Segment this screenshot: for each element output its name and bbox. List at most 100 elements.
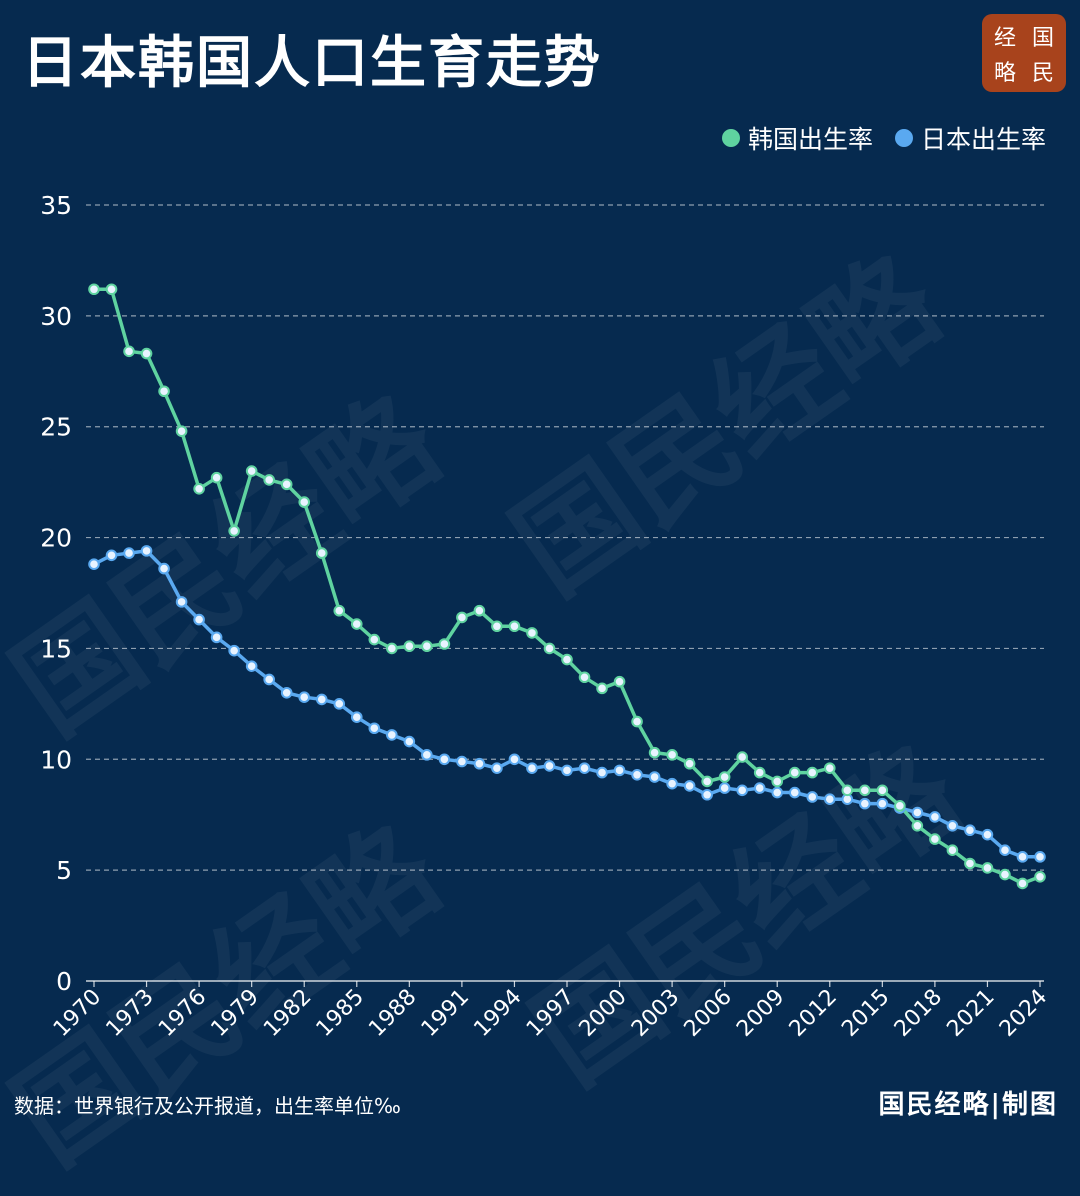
data-point-japan	[456, 755, 468, 768]
x-tick-label: 1979	[207, 985, 264, 1042]
x-tick-label: 2012	[785, 985, 842, 1042]
data-point-japan	[736, 784, 748, 797]
x-tick-label: 1991	[417, 985, 474, 1042]
x-tick-label: 2021	[942, 985, 999, 1042]
data-point-korea	[140, 347, 153, 360]
data-point-japan	[438, 753, 451, 766]
data-point-japan	[193, 613, 205, 626]
data-point-korea	[701, 775, 713, 788]
data-point-korea	[491, 620, 503, 633]
data-point-korea	[771, 775, 784, 788]
data-point-japan	[666, 777, 678, 790]
page-title: 日本韩国人口生育走势	[22, 31, 602, 96]
data-point-japan	[228, 644, 240, 657]
data-point-japan	[823, 793, 836, 805]
data-point-korea	[333, 604, 346, 617]
data-point-japan	[981, 828, 994, 841]
data-point-korea	[263, 474, 275, 486]
data-point-korea	[718, 771, 731, 783]
data-point-korea	[929, 833, 941, 845]
x-tick-label: 1976	[154, 985, 211, 1042]
data-point-korea	[613, 675, 626, 688]
legend-label-korea: 韩国出生率	[747, 125, 873, 154]
data-point-japan	[631, 769, 643, 781]
data-point-korea	[193, 482, 205, 495]
data-point-korea	[1034, 870, 1046, 883]
y-tick-label: 5	[56, 856, 72, 885]
data-point-korea	[210, 471, 223, 484]
data-point-japan	[1034, 851, 1046, 863]
data-point-japan	[543, 760, 556, 772]
logo-char: 国	[1031, 25, 1054, 51]
data-point-korea	[88, 283, 100, 296]
data-point-japan	[473, 757, 486, 770]
x-tick-label: 1982	[259, 985, 316, 1042]
data-point-japan	[561, 764, 573, 777]
data-point-japan	[1016, 851, 1029, 863]
data-point-korea	[543, 642, 556, 655]
data-point-korea	[561, 653, 573, 666]
x-tick-label: 1988	[364, 985, 421, 1042]
legend-item-japan: 日本出生率	[894, 120, 1046, 156]
data-point-korea	[999, 868, 1011, 881]
data-point-japan	[648, 771, 661, 783]
data-point-korea	[841, 784, 854, 797]
y-tick-label: 20	[40, 524, 72, 553]
data-point-japan	[315, 693, 328, 706]
data-point-korea	[315, 547, 328, 559]
data-point-korea	[666, 749, 678, 761]
x-tick-label: 2018	[890, 985, 947, 1042]
data-point-korea	[876, 784, 889, 797]
x-tick-label: 2024	[995, 985, 1052, 1042]
x-tick-label: 2009	[732, 985, 789, 1042]
data-point-japan	[911, 806, 924, 819]
x-tick-label: 1985	[312, 985, 369, 1042]
y-tick-label: 25	[40, 413, 72, 442]
data-point-korea	[788, 766, 801, 779]
data-point-japan	[701, 788, 713, 801]
data-point-korea	[123, 345, 135, 358]
data-point-korea	[736, 751, 748, 763]
data-point-korea	[823, 762, 836, 774]
data-point-japan	[718, 782, 731, 794]
data-point-korea	[473, 604, 486, 617]
data-point-japan	[788, 786, 801, 799]
data-point-japan	[210, 631, 223, 644]
data-point-korea	[946, 844, 959, 856]
data-point-japan	[263, 673, 275, 686]
data-point-japan	[350, 711, 363, 723]
data-point-japan	[421, 749, 433, 761]
y-tick-label: 10	[40, 745, 72, 774]
data-point-korea	[175, 425, 188, 437]
data-point-korea	[386, 642, 398, 655]
data-point-japan	[175, 596, 188, 608]
data-point-japan	[368, 722, 381, 735]
data-point-korea	[894, 800, 906, 812]
data-point-korea	[158, 385, 170, 398]
data-point-japan	[859, 797, 871, 810]
data-point-japan	[753, 782, 766, 794]
data-point-korea	[631, 715, 643, 728]
data-point-japan	[526, 762, 538, 774]
data-point-japan	[929, 811, 941, 823]
data-point-korea	[228, 525, 240, 537]
data-point-japan	[491, 762, 503, 774]
data-point-japan	[105, 549, 118, 562]
data-point-japan	[876, 797, 889, 810]
data-point-korea	[981, 862, 994, 874]
data-point-japan	[158, 562, 170, 575]
data-point-korea	[526, 627, 538, 639]
data-point-korea	[648, 746, 661, 759]
data-point-korea	[911, 820, 924, 832]
chart-legend: 韩国出生率 日本出生率	[721, 120, 1046, 156]
data-point-korea	[1016, 877, 1029, 890]
data-point-korea	[438, 638, 451, 650]
data-point-korea	[105, 283, 118, 296]
data-point-korea	[403, 640, 416, 653]
data-point-japan	[333, 698, 346, 710]
legend-label-japan: 日本出生率	[920, 125, 1046, 154]
data-source-note: 数据：世界银行及公开报道，出生率单位‰	[14, 1094, 401, 1118]
data-point-japan	[771, 786, 784, 799]
line-chart: 0510152025303519701973197619791982198519…	[40, 191, 1052, 1042]
x-tick-label: 1994	[469, 985, 526, 1042]
